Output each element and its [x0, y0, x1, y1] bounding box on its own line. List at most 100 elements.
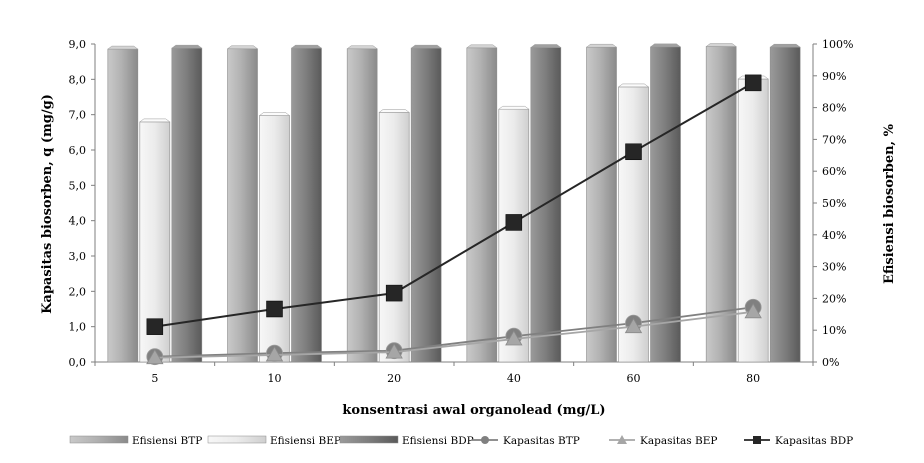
bar-top: [290, 44, 323, 49]
legend-label: Efisiensi BEP: [270, 435, 341, 447]
legend-item-efisiensi-bep: Efisiensi BEP: [207, 435, 341, 447]
left-tick-label: 0,0: [69, 356, 87, 369]
left-tick-label: 7,0: [69, 109, 87, 122]
bar-efisiensi-bdp: [290, 44, 323, 363]
bar-top: [410, 44, 442, 49]
bar-efisiensi-bep: [258, 112, 291, 363]
legend-swatch: [69, 435, 129, 444]
bar-efisiensi-btp: [107, 45, 139, 363]
legend-item-efisiensi-btp: Efisiensi BTP: [69, 435, 202, 447]
bar-body: [378, 112, 410, 363]
marker-kapasitas-bdp: [385, 284, 403, 302]
lines: [146, 74, 762, 366]
marker-kapasitas-bdp: [625, 143, 642, 161]
right-tick-label: 20%: [822, 292, 846, 305]
bar-efisiensi-bdp: [530, 44, 562, 363]
right-tick-label: 10%: [822, 324, 846, 337]
bar-body: [769, 46, 801, 363]
bar-top: [171, 44, 203, 49]
right-tick-label: 40%: [822, 229, 846, 242]
marker-kapasitas-bep: [265, 346, 284, 362]
left-axis: 0,0 1,0 2,0 3,0 4,0 5,0 6,0 7,0 8,0 9,0: [69, 38, 95, 369]
right-tick-label: 30%: [822, 261, 846, 274]
x-tick-label: 5: [151, 372, 158, 385]
legend-marker: [481, 436, 489, 444]
right-axis: 0% 10% 20% 30% 40% 50% 60% 70% 80% 90% 100%: [813, 38, 853, 369]
bar-top: [649, 43, 682, 48]
bar-body: [498, 108, 530, 363]
bar-body: [737, 78, 769, 363]
legend-label: Kapasitas BTP: [503, 435, 580, 447]
right-tick-label: 100%: [822, 38, 853, 51]
right-tick-label: 70%: [822, 133, 846, 146]
legend-item-kapasitas-bep: Kapasitas BEP: [609, 435, 717, 447]
right-tick-label: 0%: [822, 356, 839, 369]
line-kapasitas-bep: [154, 310, 754, 359]
bar-efisiensi-bep: [378, 109, 410, 363]
bar-top: [466, 44, 498, 49]
left-tick-label: 3,0: [69, 250, 87, 263]
bar-efisiensi-bdp: [410, 44, 442, 363]
right-tick-label: 90%: [822, 70, 846, 83]
x-tick-label: 40: [507, 372, 521, 385]
legend-marker: [617, 435, 627, 444]
bar-body: [171, 47, 203, 363]
left-tick-label: 2,0: [69, 285, 87, 298]
x-tick-label: 80: [746, 372, 760, 385]
bar-body: [650, 46, 681, 363]
marker-kapasitas-bdp: [146, 318, 164, 335]
left-tick-label: 4,0: [69, 215, 87, 228]
marker-kapasitas-bep: [744, 303, 762, 319]
bar-top: [139, 118, 171, 123]
bar-body: [107, 48, 139, 363]
right-tick-label: 60%: [822, 165, 846, 178]
bar-body: [410, 47, 442, 363]
left-tick-label: 9,0: [69, 38, 87, 51]
bar-efisiensi-btp: [226, 45, 259, 363]
x-axis-title: konsentrasi awal organolead (mg/L): [342, 403, 605, 418]
bar-top: [705, 43, 737, 47]
legend-label: Kapasitas BDP: [775, 435, 853, 447]
legend-item-kapasitas-btp: Kapasitas BTP: [472, 435, 580, 447]
line-kapasitas-bdp: [154, 82, 754, 328]
bar-body: [466, 47, 498, 363]
bar-efisiensi-bdp: [649, 43, 682, 363]
bar-top: [107, 45, 139, 50]
legend: Efisiensi BTP Efisiensi BEP Efisiensi BDP K…: [69, 435, 853, 447]
bar-efisiensi-bep: [737, 75, 769, 363]
marker-kapasitas-bdp: [266, 300, 283, 318]
left-tick-label: 6,0: [69, 144, 87, 157]
bar-body: [586, 46, 617, 363]
bars: [107, 43, 801, 363]
bar-top: [258, 112, 291, 116]
right-axis-title: Efisiensi biosorben, %: [882, 123, 897, 284]
bar-efisiensi-bdp: [171, 44, 203, 363]
bar-top: [585, 43, 618, 48]
bar-top: [378, 109, 410, 113]
bar-top: [617, 83, 650, 88]
x-axis: 5 10 20 40 60 80: [94, 362, 814, 385]
legend-label: Efisiensi BDP: [402, 435, 474, 447]
x-tick-label: 60: [627, 372, 641, 385]
bar-body: [259, 115, 290, 363]
right-tick-label: 80%: [822, 102, 846, 115]
marker-kapasitas-bep: [624, 317, 643, 334]
x-tick-label: 20: [387, 372, 401, 385]
x-tick-label: 10: [268, 372, 282, 385]
legend-swatch: [207, 435, 267, 444]
legend-label: Kapasitas BEP: [640, 435, 717, 447]
marker-kapasitas-bdp: [505, 214, 523, 231]
legend-item-kapasitas-bdp: Kapasitas BDP: [744, 435, 853, 447]
bar-top: [226, 45, 259, 50]
left-tick-label: 1,0: [69, 321, 87, 334]
legend-item-efisiensi-bdp: Efisiensi BDP: [339, 435, 474, 447]
left-tick-label: 5,0: [69, 179, 87, 192]
legend-swatch: [339, 435, 399, 444]
bar-efisiensi-btp: [585, 43, 618, 363]
bar-body: [346, 48, 378, 363]
marker-kapasitas-bep: [385, 343, 403, 359]
bar-efisiensi-bdp: [769, 43, 801, 363]
bar-body: [227, 48, 258, 363]
left-tick-label: 8,0: [69, 73, 87, 86]
